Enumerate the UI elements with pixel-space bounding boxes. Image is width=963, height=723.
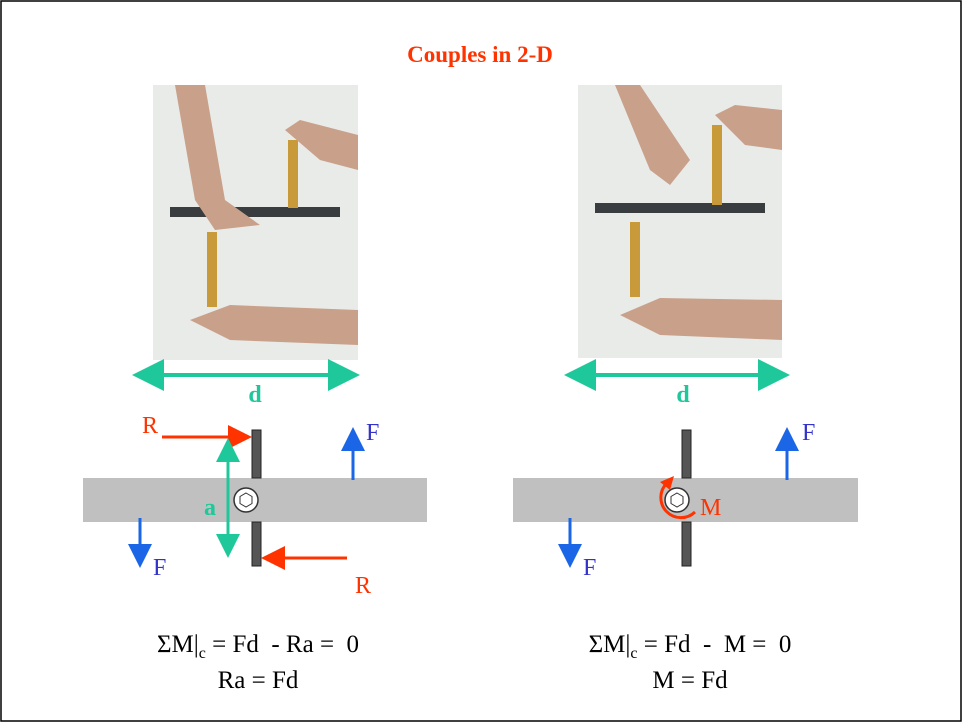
distance-label: a <box>204 495 216 521</box>
moment-label: M <box>700 495 721 521</box>
bolt <box>664 487 690 513</box>
equation: Ra = Fd <box>218 667 299 694</box>
equation: ΣM|c = Fd - M = 0 <box>589 631 792 662</box>
equation-part: = Fd - Ra = 0 <box>206 631 359 658</box>
equation-part: ΣM| <box>589 631 631 658</box>
moment-arrow <box>659 481 697 520</box>
photo <box>578 85 782 358</box>
bolt-head <box>670 492 684 508</box>
plate <box>251 429 262 479</box>
distance-label: d <box>248 382 262 408</box>
equation-part: = Fd - M = 0 <box>638 631 792 658</box>
moment-arrowhead <box>660 476 674 490</box>
photo <box>153 85 358 360</box>
equation-part: ΣM| <box>157 631 199 658</box>
force-label: F <box>583 555 596 581</box>
title: Couples in 2-D <box>407 42 553 67</box>
equation-subscript: c <box>630 645 637 662</box>
force-label: F <box>802 420 815 446</box>
force-label: F <box>366 420 379 446</box>
distance-label: d <box>676 382 690 408</box>
bolt-head <box>239 492 253 508</box>
plate <box>681 429 692 479</box>
force-label: R <box>355 573 371 599</box>
plate <box>251 521 262 567</box>
force-label: R <box>142 413 158 439</box>
bolt <box>233 487 259 513</box>
equation: M = Fd <box>652 667 728 694</box>
plate <box>681 521 692 567</box>
force-label: F <box>153 555 166 581</box>
equation-subscript: c <box>199 645 206 662</box>
equation: ΣM|c = Fd - Ra = 0 <box>157 631 359 662</box>
